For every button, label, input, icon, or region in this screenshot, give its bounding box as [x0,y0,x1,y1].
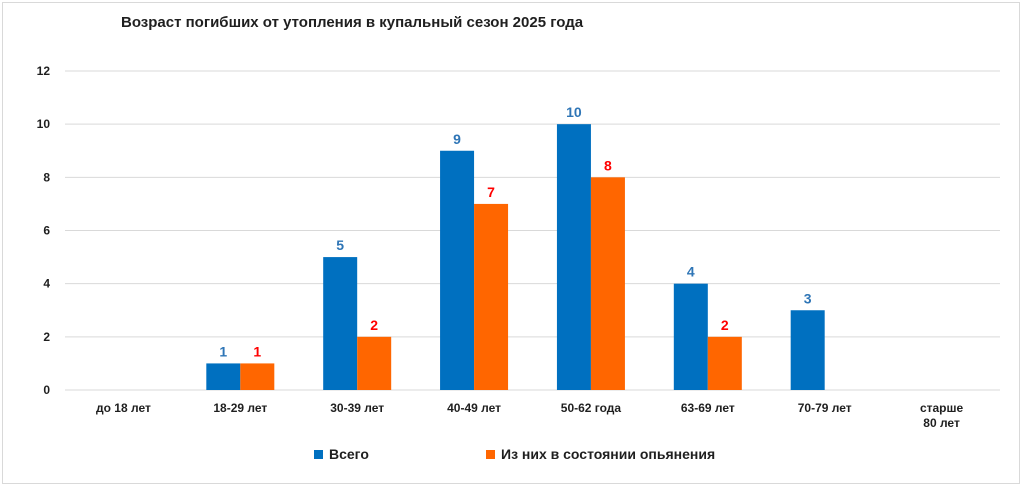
legend-label-total: Всего [329,446,369,462]
bar-total [206,363,241,390]
x-tick-label: 30-39 лет [330,401,384,415]
data-label-intoxicated: 2 [721,317,729,333]
y-tick-label: 12 [37,64,51,78]
bar-intoxicated [590,177,625,390]
y-tick-label: 0 [43,383,50,397]
legend-item-total: Всего [314,446,369,462]
x-tick-label: 63-69 лет [681,401,735,415]
bar-total [556,124,591,391]
data-label-total: 9 [453,131,461,147]
bar-total [440,150,475,390]
legend-label-intoxicated: Из них в состоянии опьянения [501,446,716,462]
data-label-total: 5 [336,237,344,253]
y-tick-label: 8 [43,170,50,184]
legend-item-intoxicated: Из них в состоянии опьянения [486,446,715,462]
y-tick-label: 2 [43,330,50,344]
bar-intoxicated [474,203,509,390]
y-tick-label: 6 [43,224,50,238]
x-tick-label: 40-49 лет [447,401,501,415]
data-label-total: 4 [687,264,695,280]
x-tick-label: 18-29 лет [213,401,267,415]
bar-total [673,283,708,390]
data-label-total: 10 [566,104,582,120]
bar-intoxicated [707,336,742,390]
x-tick-label: 50-62 года [561,401,622,415]
x-tick-label: до 18 лет [96,401,151,415]
data-label-total: 1 [219,343,227,359]
data-label-total: 3 [804,290,812,306]
bar-intoxicated [357,336,392,390]
legend-swatch-intoxicated [486,449,495,459]
legend-swatch-total [314,449,323,459]
y-tick-label: 10 [37,117,51,131]
chart-title: Возраст погибших от утопления в купальны… [121,14,584,31]
bar-intoxicated [240,363,275,390]
data-label-intoxicated: 1 [253,343,261,359]
y-tick-label: 4 [43,277,50,291]
x-tick-label: 70-79 лет [798,401,852,415]
data-label-intoxicated: 7 [487,184,495,200]
data-label-intoxicated: 2 [370,317,378,333]
x-tick-label: старше 80 лет [920,401,964,430]
legend: Всего Из них в состоянии опьянения [0,446,1024,466]
bar-total [323,257,358,390]
data-label-intoxicated: 8 [604,157,612,173]
bar-total [790,310,825,390]
